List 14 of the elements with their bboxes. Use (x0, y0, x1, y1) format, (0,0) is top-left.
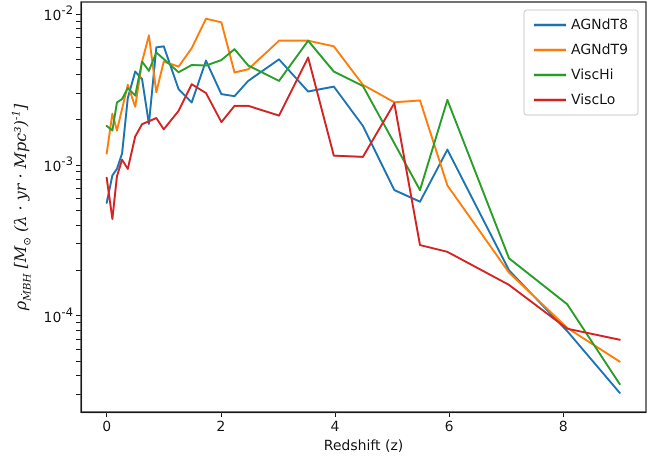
x-tick-label: 6 (444, 419, 454, 435)
legend-label: ViscHi (571, 67, 614, 83)
y-tick-label: 10$^{-4}$ (44, 304, 73, 326)
y-tick-label: 10$^{-3}$ (44, 154, 73, 175)
x-axis-title: Redshift (z) (324, 438, 404, 454)
legend-label: AGNdT8 (571, 17, 628, 33)
x-tick-label: 2 (216, 419, 226, 435)
y-tick-label: 10$^{-2}$ (44, 3, 73, 24)
x-tick-label: 0 (102, 419, 112, 435)
x-tick-label: 4 (330, 419, 340, 435)
legend-label: ViscLo (571, 92, 616, 108)
legend-label: AGNdT9 (571, 42, 628, 58)
line-series (106, 56, 621, 341)
x-tick-label: 8 (558, 419, 568, 435)
